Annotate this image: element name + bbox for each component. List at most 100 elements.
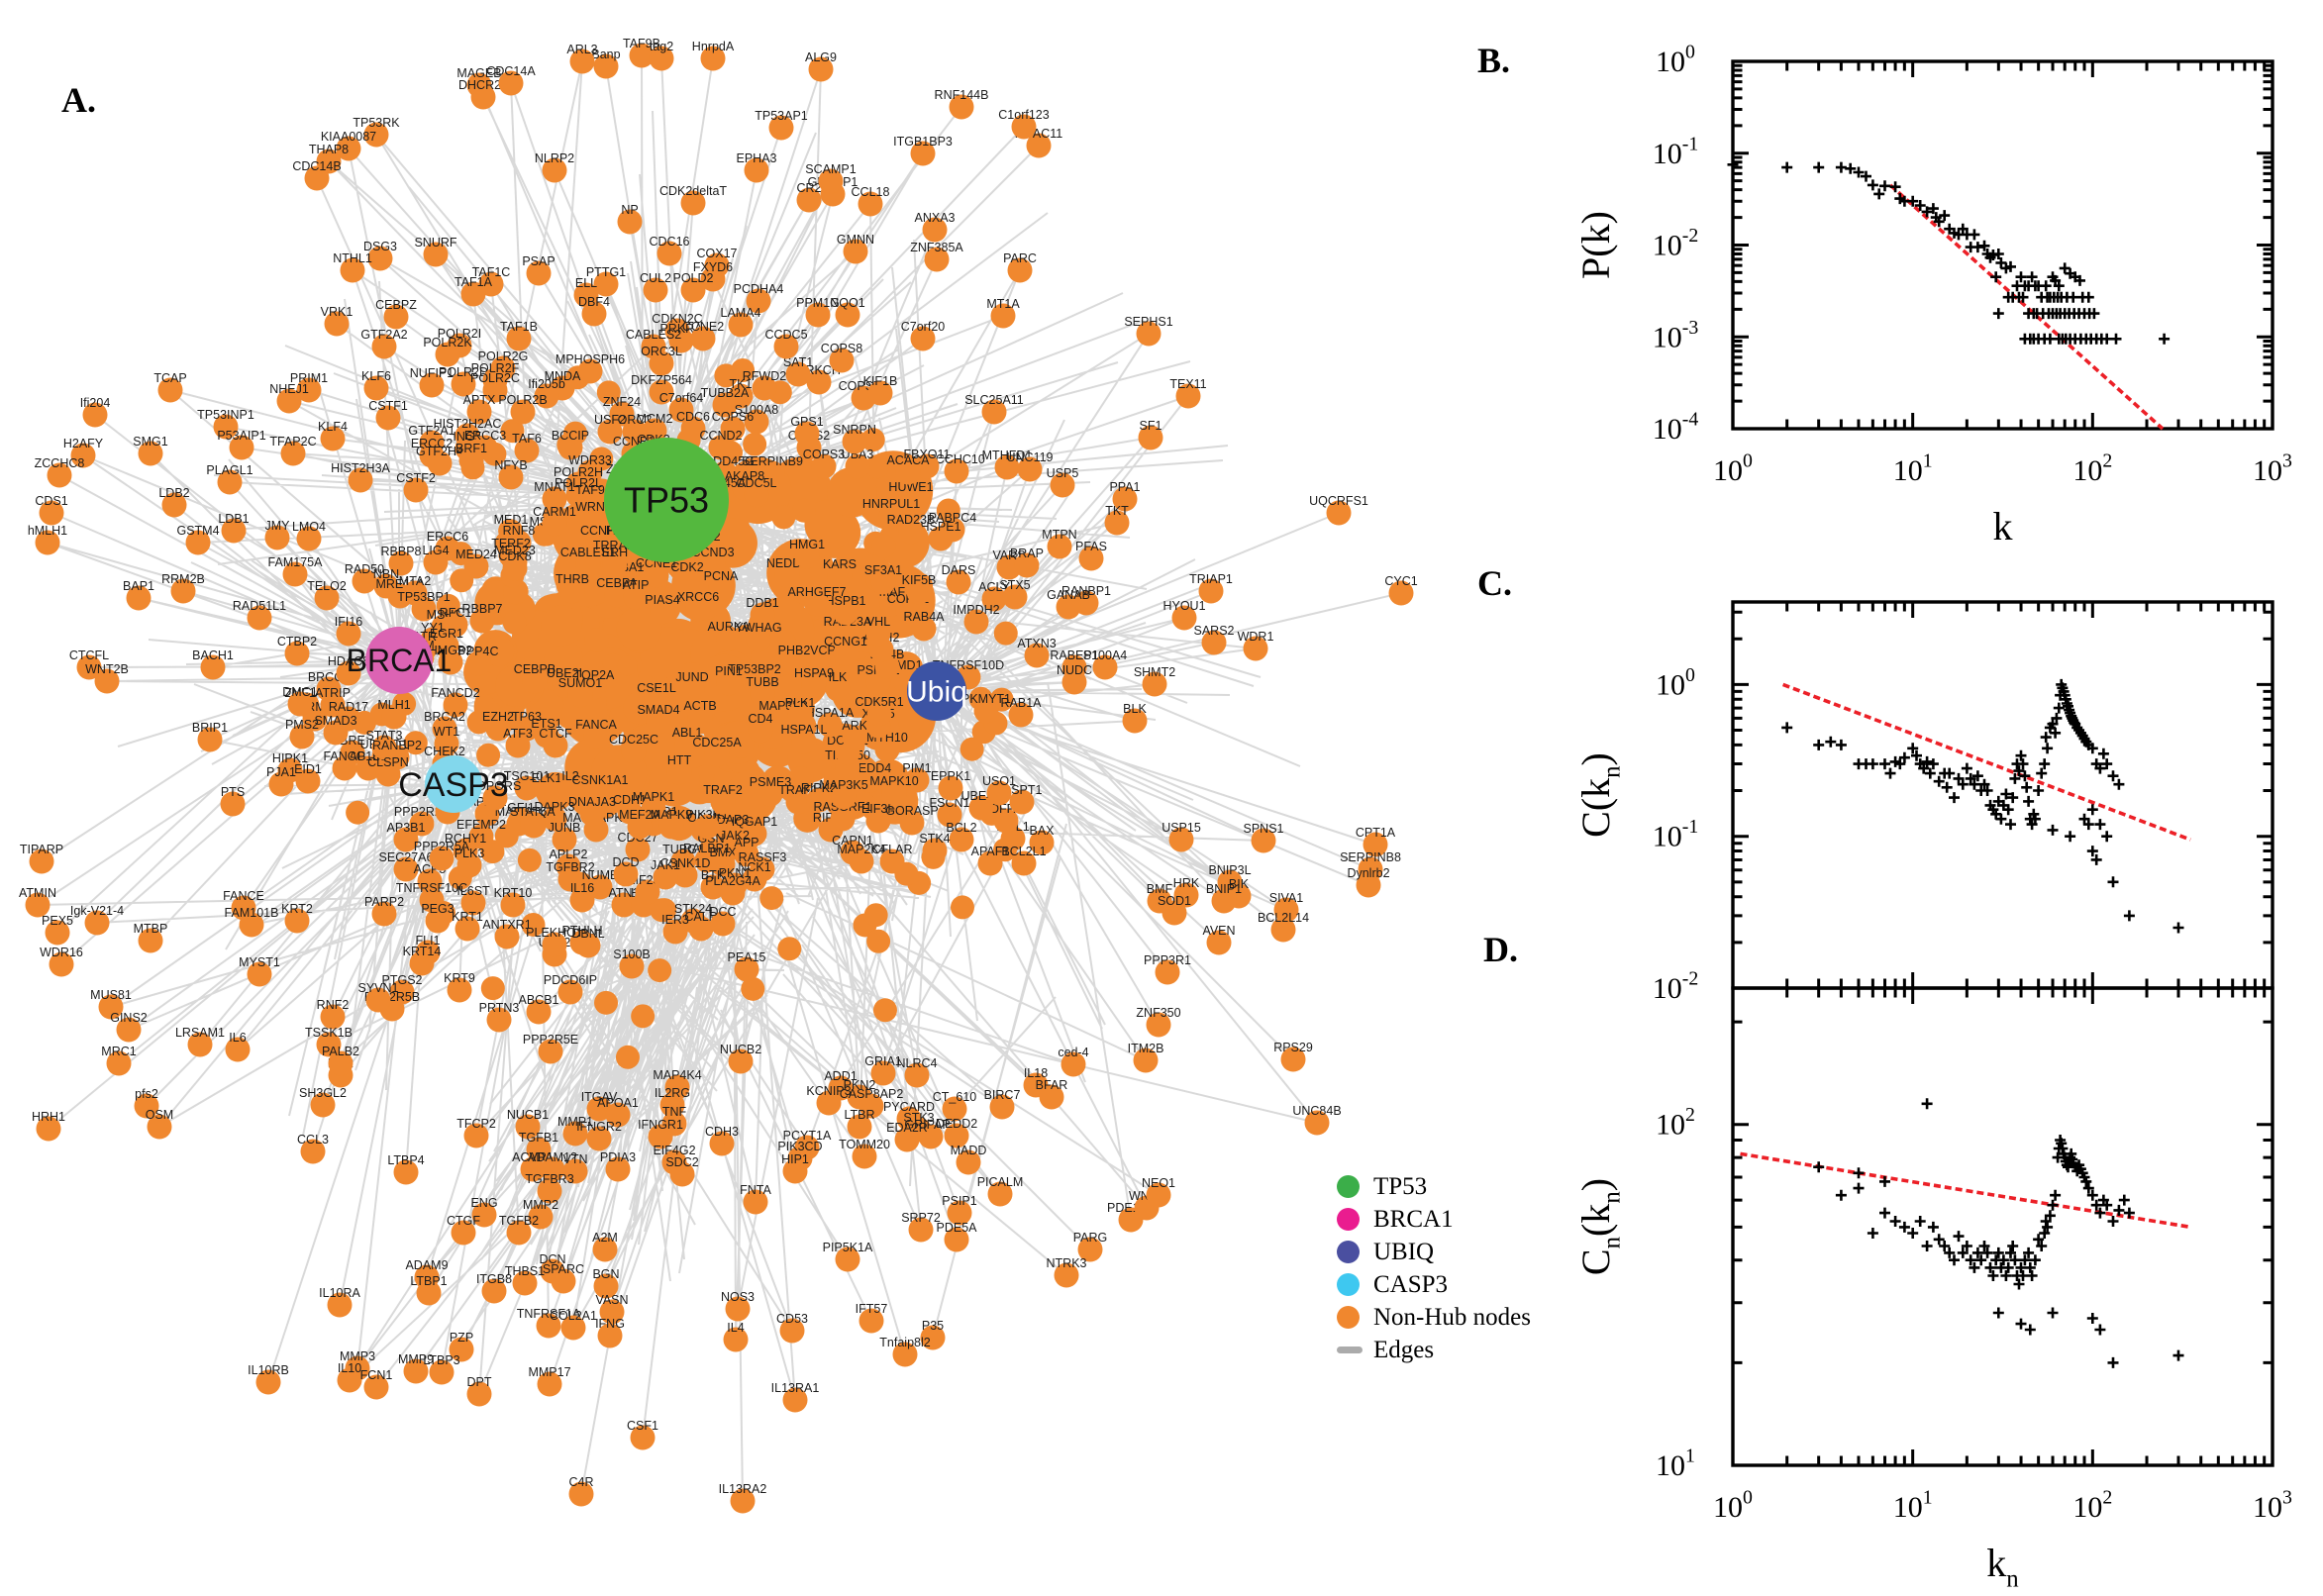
network-node-label: ARHGEF7 [787, 585, 846, 599]
network-node-label: WDR33 [568, 453, 612, 467]
core-node [863, 903, 888, 928]
network-node-label: POLD2 [673, 271, 714, 285]
network-node-label: CEBPZ [375, 298, 417, 312]
network-node-label: DKFZP564 [631, 373, 692, 387]
panel-a-label: A. [61, 80, 96, 120]
network-node [419, 372, 445, 398]
network-node [393, 1159, 419, 1185]
network-node-label: PEX5 [42, 914, 73, 928]
network-node-label: CARM1 [533, 505, 576, 519]
network-node-label: ATXN3 [1017, 637, 1056, 650]
network-node [1122, 708, 1148, 734]
network-node [514, 438, 540, 463]
network-node-label: CDK2deltaT [659, 184, 727, 198]
network-node [1146, 1182, 1171, 1208]
core-node [483, 636, 515, 667]
network-node [284, 908, 310, 934]
network-node [674, 732, 700, 757]
network-node [458, 448, 484, 473]
network-node-label: MMP17 [528, 1365, 570, 1379]
core-node [594, 990, 619, 1015]
legend-node-dot-icon [1337, 1175, 1360, 1198]
network-node [728, 1048, 754, 1074]
network-node [622, 419, 648, 445]
network-node [197, 727, 223, 752]
network-node [365, 987, 391, 1013]
network-node [337, 1367, 362, 1393]
network-node-label: SH3GL2 [299, 1086, 347, 1100]
network-node-label: GTF2A1 [408, 424, 454, 438]
network-node [500, 892, 526, 918]
core-node [860, 428, 885, 452]
network-node-label: IL10 [338, 1361, 361, 1375]
network-node-label: FANCG [323, 749, 365, 763]
network-node-label: SOD1 [1158, 894, 1191, 908]
network-node [1273, 897, 1299, 923]
network-node-label: PKMYT1 [961, 692, 1011, 706]
network-node-label: ENG [470, 1196, 497, 1210]
network-node-label: TAF1C [472, 265, 511, 279]
network-node [187, 1032, 213, 1057]
core-node [502, 610, 527, 635]
network-node [247, 605, 272, 631]
network-node [892, 1342, 918, 1367]
network-node [276, 388, 302, 414]
network-node-label: CDKN2C [652, 312, 702, 326]
network-node-label: HRK [1173, 876, 1200, 890]
network-node [687, 705, 713, 731]
core-node [521, 912, 546, 937]
network-node-label: PZP [450, 1331, 473, 1345]
network-node [852, 1144, 877, 1169]
network-node [748, 718, 773, 744]
network-node-label: CASP8AP2 [840, 1087, 904, 1101]
network-node-label: THRB [556, 572, 589, 586]
core-node [827, 466, 877, 518]
network-node-label: MTBP [134, 922, 168, 936]
core-node [872, 998, 897, 1023]
network-node [295, 768, 321, 794]
network-node-label: USP5 [1047, 466, 1079, 480]
network-node [720, 880, 746, 906]
network-node-label: COPS3 [803, 448, 845, 461]
network-node [956, 1149, 981, 1175]
network-node-label: SNRPN [833, 423, 876, 437]
network-node-label: TFAP2C [269, 435, 316, 449]
network-node-label: TSSK1B [305, 1026, 353, 1040]
network-node [300, 1139, 326, 1164]
network-node-label: TAF9B [623, 37, 660, 50]
network-node [1060, 1051, 1086, 1077]
network-node-label: PARG [1073, 1231, 1108, 1245]
network-node [538, 1039, 563, 1064]
network-node [894, 1127, 920, 1152]
network-node-label: CSF1 [627, 1419, 658, 1433]
network-node-label: IL2RG [655, 1086, 690, 1100]
network-node [843, 239, 868, 264]
network-node-label: APP [734, 836, 758, 849]
axis-title: k [1993, 504, 2013, 549]
network-node [552, 827, 577, 852]
network-node-label: FNTA [740, 1183, 771, 1197]
network-node-label: ZCCHC8 [35, 456, 85, 470]
network-node [597, 419, 623, 445]
plot-frame [1731, 986, 2274, 1467]
hub-node-ubiq [907, 661, 966, 721]
network-node [1039, 1084, 1064, 1110]
network-node-label: CABLES2 [626, 328, 681, 342]
network-node-label: PDCD6IP [544, 973, 597, 987]
tick-label: 100 [1713, 1487, 1753, 1525]
network-node-label: S100A8 [735, 403, 779, 417]
core-node [466, 710, 491, 735]
network-node [417, 868, 443, 894]
network-node-label: KRT10 [494, 886, 533, 900]
network-node [393, 856, 419, 882]
core-node [653, 898, 677, 923]
network-node-label: CDH3 [705, 1125, 739, 1139]
network-node-label: CDH1 [613, 793, 647, 807]
axis-title: C(kn) [1573, 752, 1625, 838]
network-node-label: DMC1 [282, 685, 317, 699]
network-node-label: EID1 [294, 762, 322, 776]
network-node [423, 242, 449, 267]
network-node-label: NQO1 [830, 296, 864, 310]
network-node [644, 687, 669, 713]
network-node [685, 596, 711, 622]
